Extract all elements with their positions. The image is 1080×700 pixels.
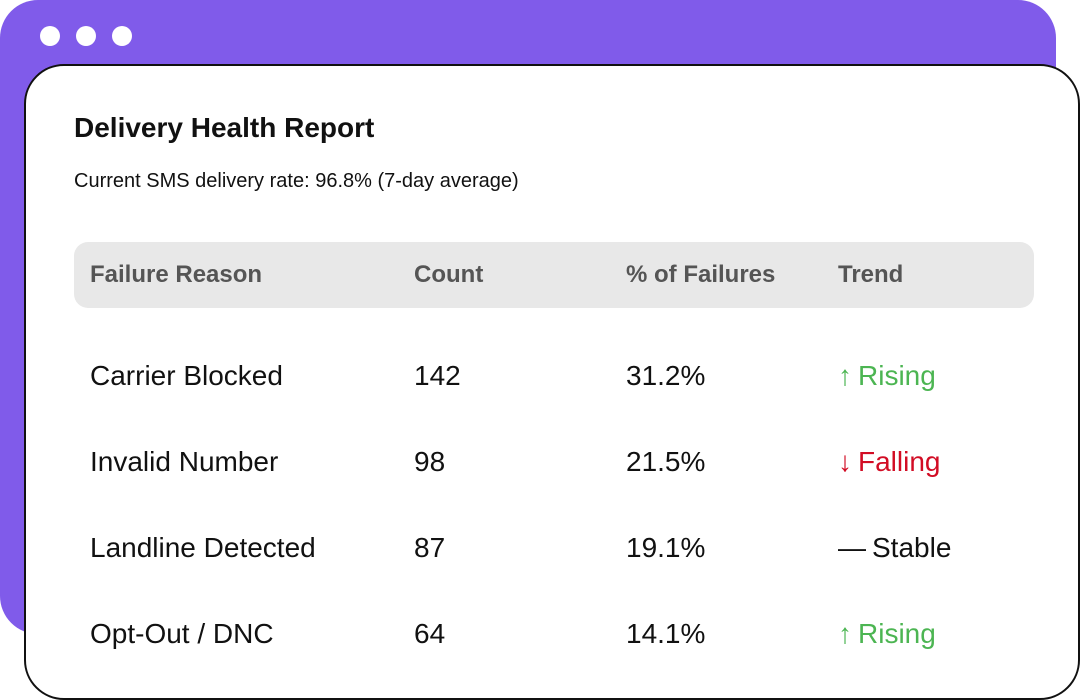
failure-reason-cell: Opt-Out / DNC [90, 618, 274, 649]
trend-cell: ↓ Falling [838, 432, 940, 492]
arrow-up-icon: ↑ [838, 618, 852, 649]
window-controls [40, 26, 132, 46]
arrow-up-icon: ↑ [838, 360, 852, 391]
dash-icon: — [838, 532, 866, 563]
table-row[interactable]: Opt-Out / DNC 64 14.1% ↑ Rising [74, 604, 1034, 664]
window-dot-icon[interactable] [112, 26, 132, 46]
count-cell: 98 [414, 446, 446, 477]
trend-label: Rising [858, 618, 936, 649]
header-failure-reason[interactable]: Failure Reason [90, 261, 263, 288]
failure-reason-cell: Carrier Blocked [90, 360, 283, 391]
report-subtitle: Current SMS delivery rate: 96.8% (7-day … [74, 170, 519, 192]
trend-label: Falling [858, 446, 941, 477]
failure-reason-cell: Invalid Number [90, 446, 279, 477]
window-dot-icon[interactable] [40, 26, 60, 46]
trend-label: Rising [858, 360, 936, 391]
header-percent-of-failures[interactable]: % of Failures [626, 261, 776, 288]
percent-cell: 19.1% [626, 532, 706, 563]
percent-cell: 21.5% [626, 446, 706, 477]
header-count[interactable]: Count [414, 261, 484, 288]
count-cell: 64 [414, 618, 446, 649]
trend-label: Stable [872, 532, 952, 563]
trend-cell: ↑ Rising [838, 346, 936, 406]
table-header: Failure Reason Count % of Failures Trend [74, 242, 1034, 308]
table-row[interactable]: Invalid Number 98 21.5% ↓ Falling [74, 432, 1034, 492]
trend-cell: — Stable [838, 518, 951, 578]
count-cell: 142 [414, 360, 461, 391]
window-dot-icon[interactable] [76, 26, 96, 46]
report-card: Delivery Health Report Current SMS deliv… [24, 64, 1080, 700]
report-title: Delivery Health Report [74, 112, 375, 143]
percent-cell: 31.2% [626, 360, 706, 391]
trend-cell: ↑ Rising [838, 604, 936, 664]
header-trend[interactable]: Trend [838, 261, 904, 288]
count-cell: 87 [414, 532, 446, 563]
failure-reason-cell: Landline Detected [90, 532, 316, 563]
arrow-down-icon: ↓ [838, 446, 852, 477]
table-row[interactable]: Landline Detected 87 19.1% — Stable [74, 518, 1034, 578]
table-row[interactable]: Carrier Blocked 142 31.2% ↑ Rising [74, 346, 1034, 406]
percent-cell: 14.1% [626, 618, 706, 649]
